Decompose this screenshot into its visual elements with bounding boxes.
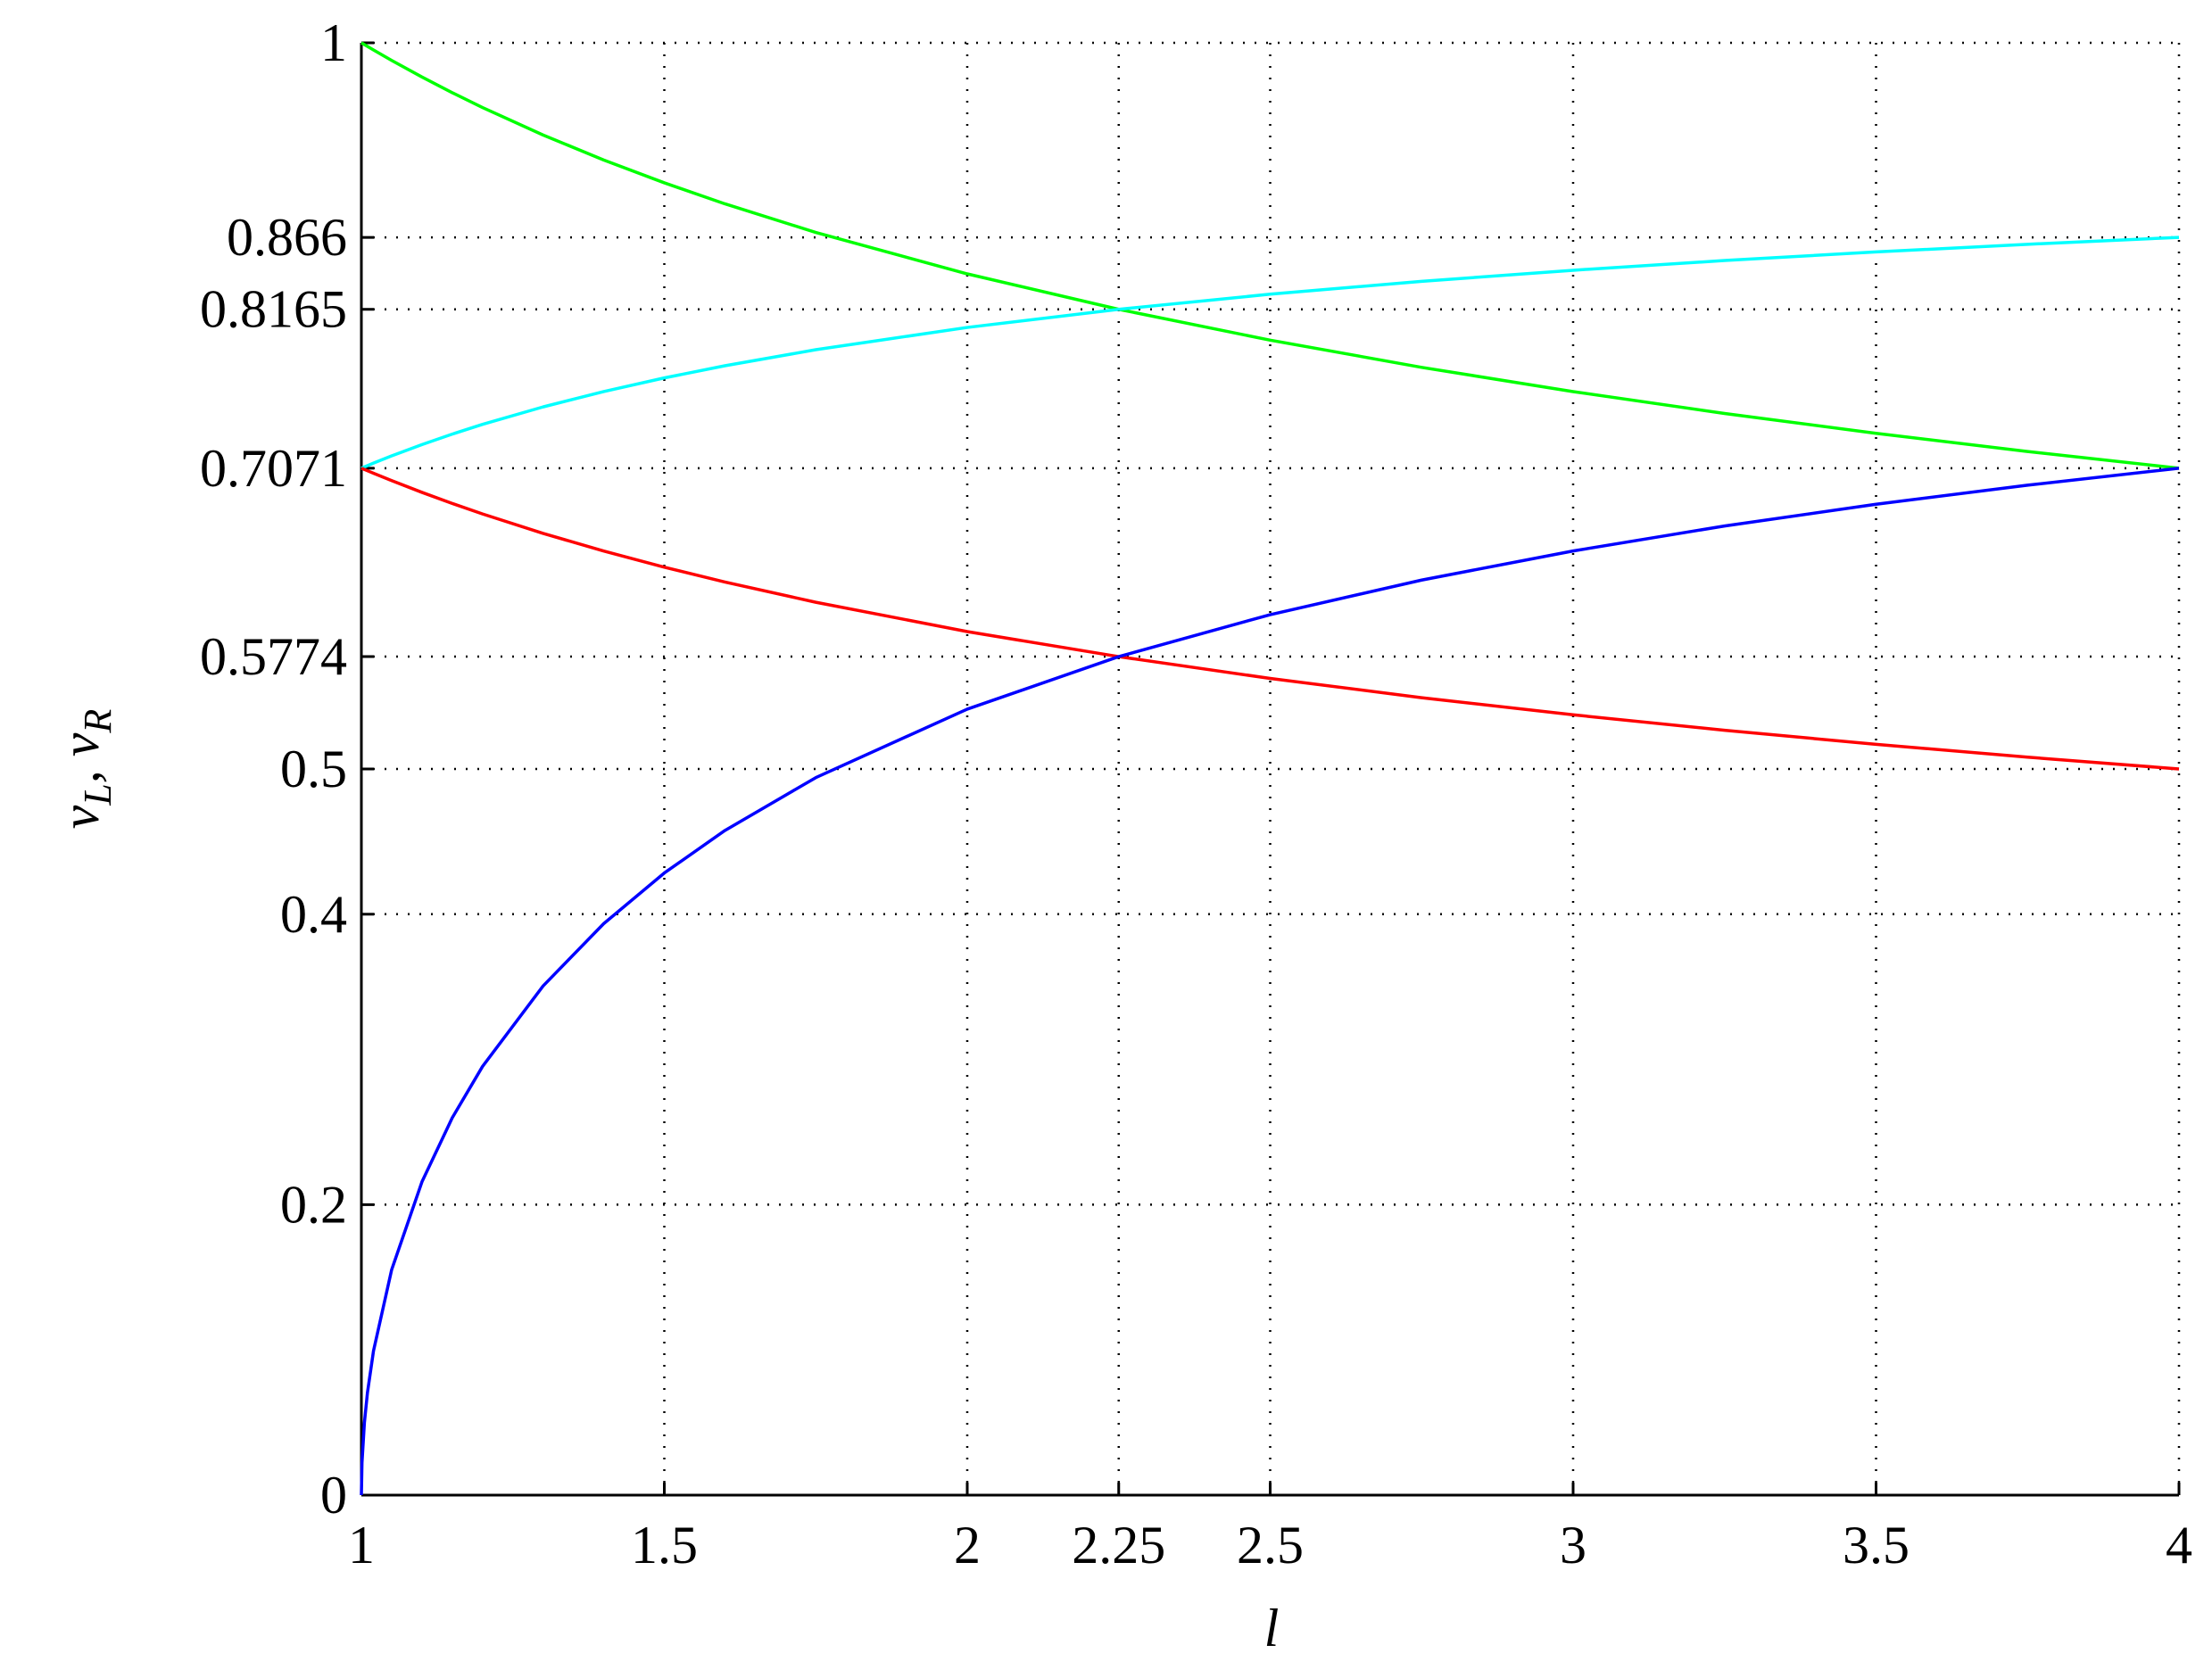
y-tick-label: 1: [320, 13, 347, 72]
x-tick-label: 2.5: [1237, 1516, 1304, 1575]
y-label-part: , v: [51, 732, 110, 783]
x-tick-label: 1: [348, 1516, 375, 1575]
y-label-sub: R: [76, 709, 120, 734]
y-tick-label: 0.4: [280, 885, 347, 944]
x-tick-label: 2.25: [1072, 1516, 1165, 1575]
y-label-part: v: [51, 805, 110, 829]
series-line: [360, 467, 2180, 1496]
y-tick-label: 0: [320, 1466, 347, 1525]
y-tick-label: 0.5774: [200, 627, 347, 686]
x-tick-label: 4: [2166, 1516, 2192, 1575]
y-tick-label: 0.8165: [200, 280, 347, 339]
x-tick-label: 2: [954, 1516, 981, 1575]
x-axis-label: l: [1264, 1599, 1280, 1657]
y-tick-label: 0.7071: [200, 439, 347, 498]
y-label-sub: L: [76, 783, 120, 806]
y-tick-label: 0.5: [280, 740, 347, 798]
y-axis-label: vL, vR: [51, 709, 120, 830]
y-tick-label: 0.866: [227, 208, 347, 267]
series-line: [360, 41, 2180, 470]
series-line: [360, 236, 2180, 470]
y-tick-label: 0.2: [280, 1175, 347, 1234]
x-tick-label: 1.5: [631, 1516, 698, 1575]
x-tick-label: 3.5: [1843, 1516, 1910, 1575]
series-line: [360, 467, 2180, 771]
x-tick-label: 3: [1560, 1516, 1587, 1575]
